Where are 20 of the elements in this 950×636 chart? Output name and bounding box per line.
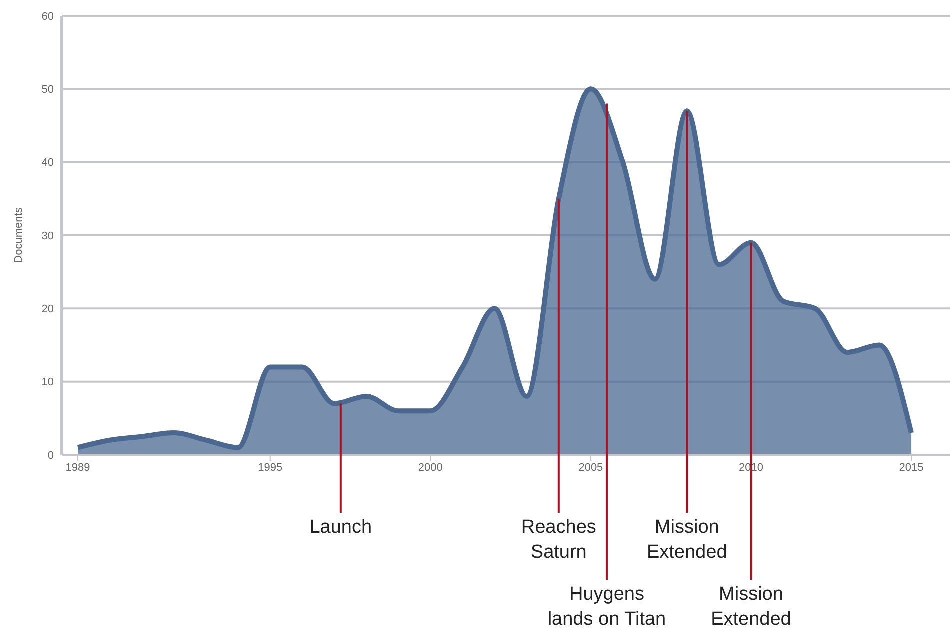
- y-tick-label: 40: [42, 157, 54, 170]
- x-tick-label: 1989: [66, 462, 90, 474]
- annotation: Mission Extended: [711, 584, 792, 630]
- y-axis-title: Documents: [12, 207, 25, 264]
- x-tick-label: 1995: [258, 462, 283, 474]
- x-tick-label: 2005: [578, 462, 604, 474]
- annotation: Launch: [310, 517, 372, 538]
- annotation: Mission Extended: [646, 517, 728, 563]
- y-tick-label: 30: [42, 230, 54, 242]
- y-tick-label: 10: [42, 376, 54, 389]
- y-tick-label: 50: [42, 84, 54, 96]
- annotation: Huygens lands on Titan: [548, 584, 666, 630]
- y-tick-label: 20: [42, 304, 54, 316]
- y-tick-label: 60: [42, 10, 54, 23]
- callout: Launch: [310, 404, 372, 538]
- x-tick-label: 2000: [418, 462, 443, 474]
- x-tick-label: 2015: [899, 462, 924, 474]
- y-tick-label: 0: [48, 450, 54, 462]
- annotation: Reaches Saturn: [521, 517, 596, 563]
- callout: Mission Extended: [646, 111, 728, 563]
